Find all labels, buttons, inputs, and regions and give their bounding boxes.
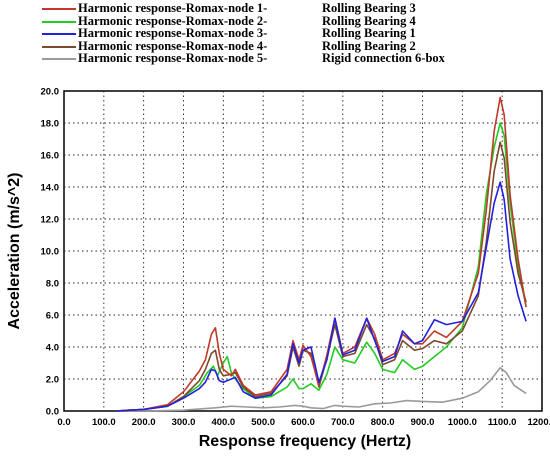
- x-tick-label: 500.0: [251, 417, 275, 428]
- legend-component: Rolling Bearing 3: [322, 1, 416, 15]
- legend-label: Harmonic response-Romax-node 2-: [78, 13, 268, 28]
- x-tick-label: 900.0: [411, 417, 435, 428]
- x-tick-label: 200.0: [132, 417, 156, 428]
- y-axis-title: Acceleration (m/s^2): [6, 173, 23, 330]
- x-tick-label: 1200.0: [527, 417, 550, 428]
- legend-label: Harmonic response-Romax-node 4-: [78, 38, 268, 53]
- legend-component: Rolling Bearing 1: [322, 26, 416, 40]
- series-line-5: [115, 366, 527, 412]
- series-line-1: [115, 96, 527, 412]
- x-axis-title: Response frequency (Hertz): [199, 433, 412, 450]
- x-tick-label: 1000.0: [448, 417, 477, 428]
- legend-entry: Harmonic response-Romax-node 2- Rolling B…: [42, 13, 522, 28]
- y-tick-label: 18.0: [41, 119, 60, 130]
- y-tick-label: 0.0: [46, 407, 59, 418]
- y-tick-label: 4.0: [46, 343, 59, 354]
- legend-entry: Harmonic response-Romax-node 1- Rolling B…: [42, 2, 522, 15]
- x-tick-label: 800.0: [371, 417, 395, 428]
- legend-swatch: [42, 20, 76, 23]
- x-tick-label: 700.0: [331, 417, 355, 428]
- y-tick-label: 14.0: [41, 183, 60, 194]
- y-axis-ticks: 0.0 2.0 4.0 6.0 8.0 10.0 12.0 14.0 16.0 18.0 20.0: [41, 87, 60, 418]
- y-tick-label: 2.0: [46, 375, 59, 386]
- series-lines: [115, 96, 527, 412]
- legend-entry: Harmonic response-Romax-node 3- Rolling B…: [42, 27, 522, 40]
- y-tick-label: 8.0: [46, 279, 59, 290]
- x-tick-label: 600.0: [291, 417, 315, 428]
- legend-label: Harmonic response-Romax-node 1-: [78, 1, 268, 15]
- series-line-3: [115, 181, 527, 412]
- legend-swatch: [42, 58, 76, 60]
- legend-swatch: [42, 33, 76, 35]
- legend-component: Rigid connection 6-box: [322, 51, 445, 65]
- legend-label: Harmonic response-Romax-node 5-: [78, 51, 268, 65]
- x-tick-label: 0.0: [57, 417, 70, 428]
- legend-component: Rolling Bearing 2: [322, 38, 416, 53]
- y-tick-label: 12.0: [41, 215, 60, 226]
- legend-swatch: [42, 8, 76, 10]
- y-tick-label: 10.0: [41, 247, 60, 258]
- x-tick-label: 400.0: [211, 417, 235, 428]
- x-tick-label: 100.0: [92, 417, 116, 428]
- y-tick-label: 16.0: [41, 151, 60, 162]
- y-tick-label: 6.0: [46, 311, 59, 322]
- legend-swatch: [42, 45, 76, 48]
- legend-component: Rolling Bearing 4: [322, 13, 416, 28]
- legend-label: Harmonic response-Romax-node 3-: [78, 26, 268, 40]
- legend-entry: Harmonic response-Romax-node 5- Rigid con…: [42, 52, 522, 65]
- legend-entry: Harmonic response-Romax-node 4- Rolling B…: [42, 38, 522, 53]
- y-tick-label: 20.0: [41, 87, 60, 98]
- x-tick-label: 1100.0: [488, 417, 517, 428]
- x-tick-label: 300.0: [172, 417, 196, 428]
- x-axis-ticks: 0.0 100.0 200.0 300.0 400.0 500.0 600.0 700.0 80…: [57, 417, 550, 428]
- legend: Harmonic response-Romax-node 1- Rolling B…: [42, 2, 522, 65]
